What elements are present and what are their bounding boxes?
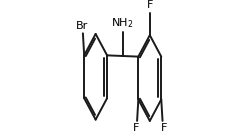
Text: Br: Br [75, 21, 87, 31]
Text: F: F [146, 0, 152, 10]
Text: F: F [160, 123, 166, 133]
Text: F: F [132, 123, 138, 133]
Text: NH$_2$: NH$_2$ [111, 16, 134, 30]
